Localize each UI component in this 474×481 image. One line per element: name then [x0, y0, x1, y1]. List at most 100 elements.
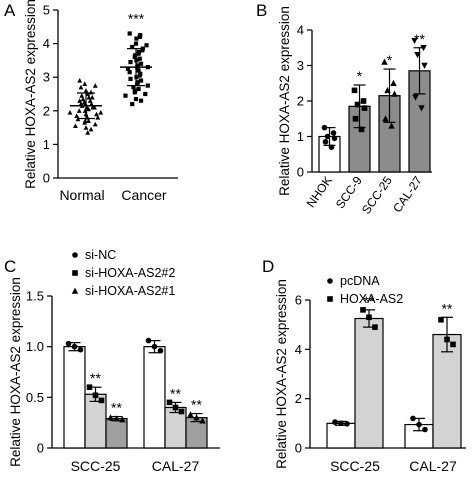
bar	[143, 346, 166, 449]
data-point	[71, 343, 78, 350]
data-point	[127, 70, 132, 75]
legend-label: si-NC	[85, 248, 116, 262]
data-point	[77, 346, 84, 353]
significance-marker: **	[364, 293, 375, 309]
data-point	[140, 48, 145, 53]
data-point	[133, 96, 139, 102]
bar	[63, 346, 86, 449]
data-point	[136, 51, 141, 56]
x-tick-label: CAL-27	[152, 458, 200, 474]
data-point	[127, 31, 132, 36]
panel-letter-A: A	[4, 1, 16, 20]
data-point	[321, 124, 328, 131]
panel-letter-C: C	[4, 257, 16, 276]
data-point	[416, 421, 422, 428]
y-tick-label: 6	[295, 293, 302, 308]
data-point	[388, 122, 395, 129]
data-point	[77, 78, 83, 83]
y-tick-label: 1.5	[26, 289, 44, 304]
data-point	[135, 81, 140, 87]
data-point	[328, 144, 335, 150]
y-tick-label: 2	[295, 391, 302, 406]
data-point	[421, 62, 428, 69]
data-point	[67, 109, 73, 115]
data-point	[74, 113, 80, 118]
legend-label: si-HOXA-AS2#1	[85, 284, 175, 298]
legend-label: HOXA-AS2	[340, 292, 403, 306]
significance-marker: **	[111, 400, 122, 416]
data-point	[391, 90, 398, 97]
data-point	[113, 415, 120, 422]
data-point	[351, 87, 358, 94]
x-tick-label: CAL-27	[390, 173, 425, 215]
data-point	[132, 54, 137, 60]
data-point	[352, 115, 359, 122]
data-point	[89, 94, 95, 100]
data-point	[412, 94, 419, 101]
data-point	[138, 61, 144, 66]
data-point	[193, 414, 200, 421]
data-point	[332, 419, 338, 425]
data-point	[330, 130, 337, 136]
data-point	[390, 79, 397, 87]
data-point	[172, 404, 179, 411]
data-point	[199, 417, 206, 424]
data-point	[354, 101, 361, 108]
data-point	[136, 86, 141, 92]
bar	[105, 418, 128, 449]
data-point	[119, 416, 126, 423]
data-point	[92, 121, 98, 127]
data-point	[136, 68, 141, 73]
data-point	[414, 52, 421, 59]
data-point	[157, 347, 164, 354]
data-point	[137, 73, 142, 78]
x-tick-label: NHOK	[304, 174, 335, 210]
x-tick-label: SCC-25	[71, 458, 121, 474]
y-tick-label: 2	[297, 94, 304, 109]
x-tick-label: Cancer	[121, 187, 166, 203]
y-tick-label: 4	[295, 342, 302, 357]
significance-marker: *	[357, 68, 363, 84]
data-point	[134, 36, 139, 41]
data-point	[420, 44, 427, 52]
data-point	[92, 83, 98, 88]
data-point	[128, 76, 133, 81]
data-point	[450, 341, 456, 348]
data-point	[444, 336, 450, 343]
y-axis-title: Relative HOXA-AS2 expression	[23, 0, 38, 189]
panel-b-chart: 0 1 2 3 4 Relative HOXA-AS2 expression NHOK * SC…	[277, 6, 432, 217]
legend-marker	[72, 270, 78, 276]
data-point	[372, 324, 378, 330]
legend-marker	[72, 252, 78, 258]
data-point	[360, 98, 367, 104]
data-point	[411, 37, 418, 45]
data-point	[128, 59, 133, 65]
data-point	[123, 93, 128, 98]
data-point	[382, 115, 389, 122]
data-point	[366, 314, 372, 321]
y-tick-label: 3	[297, 58, 304, 73]
x-tick-label: SCC-25	[359, 173, 395, 216]
y-tick-label: 5	[43, 3, 50, 18]
data-point	[418, 105, 425, 112]
y-tick-label: 4	[297, 23, 304, 38]
data-point	[384, 86, 391, 94]
data-point	[65, 340, 72, 347]
data-point	[86, 118, 91, 123]
y-tick-label: 0	[43, 171, 50, 186]
data-point	[344, 421, 350, 427]
data-point	[360, 307, 366, 313]
bar	[432, 333, 462, 449]
panel-d-chart: 0 2 4 6 Relative HOXA-AS2 expression pcDNA HOX…	[274, 274, 466, 474]
significance-marker: **	[170, 385, 181, 401]
data-point	[83, 125, 89, 130]
data-point	[78, 84, 84, 90]
panel-letter-D: D	[262, 257, 274, 276]
y-axis-title: Relative HOXA-AS2 expression	[277, 6, 292, 196]
legend-label: si-HOXA-AS2#2	[85, 266, 175, 280]
data-point	[145, 337, 152, 344]
y-tick-label: 0	[297, 165, 304, 180]
legend-marker	[71, 287, 79, 294]
data-point	[381, 58, 388, 65]
bar	[326, 422, 356, 449]
